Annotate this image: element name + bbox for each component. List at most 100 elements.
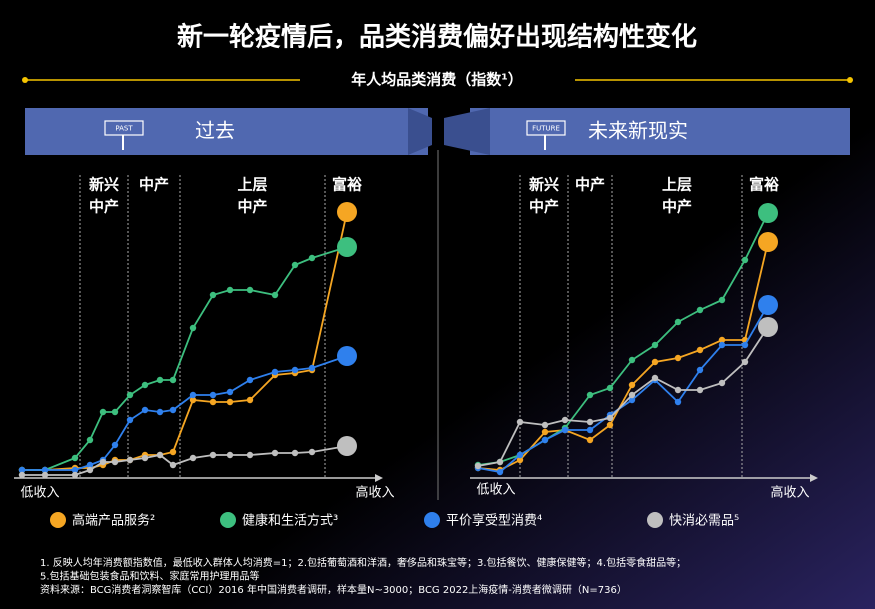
segment-label: 富裕 — [749, 176, 779, 194]
series-point — [189, 454, 197, 462]
series-point — [291, 449, 299, 457]
series-point — [741, 256, 749, 264]
series-point — [337, 436, 357, 456]
series-point — [516, 418, 524, 426]
series-point — [561, 426, 569, 434]
series-point — [651, 374, 659, 382]
series-point — [271, 291, 279, 299]
banner-joint — [444, 108, 490, 155]
series-point — [156, 408, 164, 416]
series-point — [308, 364, 316, 372]
segment-label: 富裕 — [332, 176, 362, 194]
series-point — [71, 466, 79, 474]
legend-swatch — [220, 512, 236, 528]
series-point — [516, 456, 524, 464]
series-point — [209, 398, 217, 406]
footnote: 1. 反映人均年消费额指数值，最低收入群体人均消费=1；2.包括葡萄酒和洋酒，奢… — [40, 556, 686, 569]
series-point — [586, 426, 594, 434]
series-point — [169, 461, 177, 469]
sign-board — [526, 120, 566, 136]
series-point — [18, 466, 26, 474]
series-point — [246, 396, 254, 404]
series-line — [22, 246, 348, 471]
sign-board — [104, 120, 144, 136]
series-point — [41, 466, 49, 474]
series-point — [541, 428, 549, 436]
series-point — [126, 416, 134, 424]
series-point — [189, 324, 197, 332]
series-point — [561, 416, 569, 424]
series-point — [246, 376, 254, 384]
series-point — [474, 462, 482, 470]
page-title: 新一轮疫情后，品类消费偏好出现结构性变化 — [177, 22, 697, 53]
series-point — [246, 451, 254, 459]
segment-label: 中产 — [237, 198, 267, 216]
segment-label: 中产 — [89, 198, 119, 216]
series-point — [337, 237, 357, 257]
series-point — [674, 354, 682, 362]
segment-label: 中产 — [662, 198, 692, 216]
series-point — [758, 295, 778, 315]
rule-dot — [22, 77, 28, 83]
series-point — [496, 468, 504, 476]
series-point — [674, 398, 682, 406]
series-point — [758, 317, 778, 337]
x-high-label: 高收入 — [770, 485, 809, 501]
banner-title: 过去 — [195, 119, 235, 143]
banner-joint — [408, 108, 432, 155]
series-point — [628, 356, 636, 364]
series-point — [337, 202, 357, 222]
series-point — [696, 386, 704, 394]
footnote: 5.包括基础包装食品和饮料、家庭常用护理用品等 — [40, 570, 260, 583]
series-line — [477, 241, 769, 471]
series-point — [189, 396, 197, 404]
banner — [470, 108, 850, 155]
series-point — [86, 466, 94, 474]
series-point — [111, 408, 119, 416]
x-high-label: 高收入 — [355, 485, 394, 501]
series-point — [541, 436, 549, 444]
series-point — [606, 384, 614, 392]
series-point — [674, 386, 682, 394]
series-point — [741, 341, 749, 349]
series-point — [496, 458, 504, 466]
series-point — [169, 406, 177, 414]
segment-label: 上层 — [237, 176, 267, 194]
series-point — [337, 346, 357, 366]
series-point — [516, 451, 524, 459]
legend-label: 健康和生活方式³ — [242, 513, 338, 529]
series-point — [758, 232, 778, 252]
series-point — [718, 379, 726, 387]
footnote: 资料来源：BCG消费者洞察智库（CCI）2016 年中国消费者调研，样本量N~3… — [40, 583, 627, 596]
series-point — [86, 436, 94, 444]
series-point — [606, 421, 614, 429]
series-point — [156, 451, 164, 459]
series-point — [674, 318, 682, 326]
series-point — [111, 441, 119, 449]
segment-label: 上层 — [662, 176, 692, 194]
footnotes: 1. 反映人均年消费额指数值，最低收入群体人均消费=1；2.包括葡萄酒和洋酒，奢… — [40, 556, 686, 596]
series-point — [111, 458, 119, 466]
x-low-label: 低收入 — [20, 486, 59, 501]
series-point — [308, 254, 316, 262]
series-point — [126, 456, 134, 464]
series-point — [189, 391, 197, 399]
x-low-label: 低收入 — [476, 483, 515, 498]
series-point — [308, 448, 316, 456]
series-point — [18, 471, 26, 479]
series-point — [586, 391, 594, 399]
series-point — [291, 261, 299, 269]
legend-swatch — [647, 512, 663, 528]
legend-swatch — [424, 512, 440, 528]
series-point — [541, 421, 549, 429]
axis-arrow — [810, 474, 818, 482]
sign-label: FUTURE — [532, 125, 560, 133]
series-point — [226, 398, 234, 406]
series-point — [586, 436, 594, 444]
series-point — [99, 458, 107, 466]
series-point — [141, 381, 149, 389]
series-point — [696, 366, 704, 374]
series-point — [246, 286, 254, 294]
series-point — [209, 451, 217, 459]
series-point — [696, 346, 704, 354]
